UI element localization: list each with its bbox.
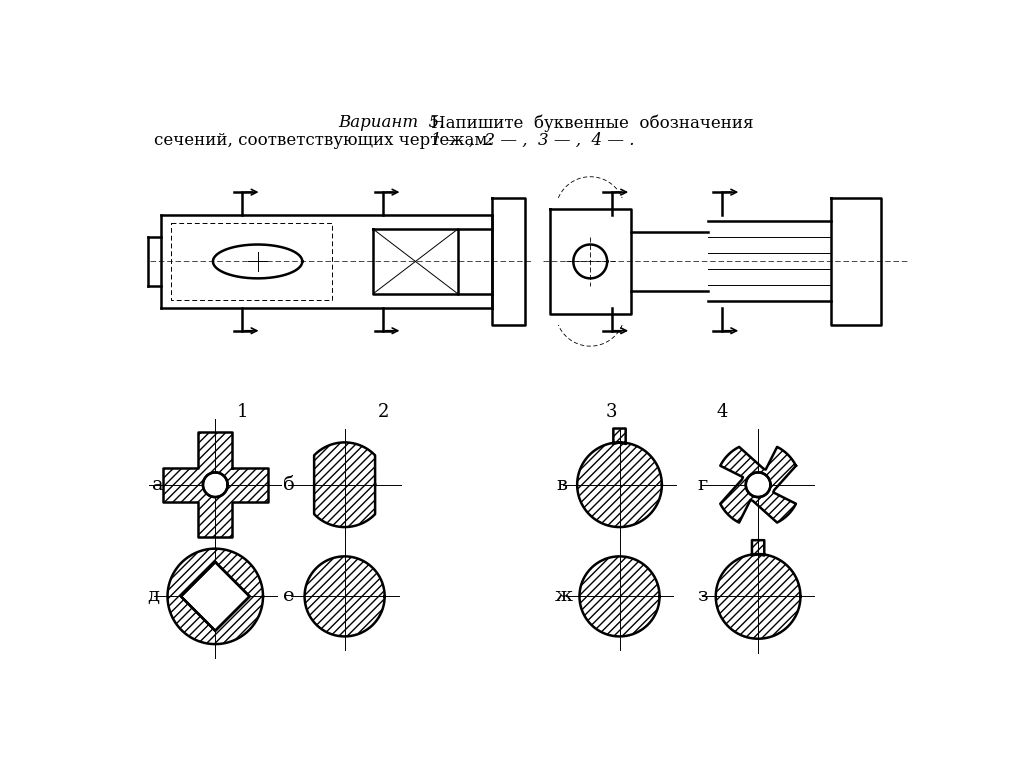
Text: е: е bbox=[284, 588, 295, 605]
Text: в: в bbox=[556, 476, 567, 494]
Text: Напишите  буквенные  обозначения: Напишите буквенные обозначения bbox=[431, 114, 754, 132]
Text: г: г bbox=[697, 476, 708, 494]
Text: а: а bbox=[152, 476, 163, 494]
Polygon shape bbox=[304, 556, 385, 637]
Polygon shape bbox=[720, 447, 796, 522]
Text: 1: 1 bbox=[237, 403, 248, 420]
Polygon shape bbox=[181, 562, 250, 630]
Polygon shape bbox=[580, 556, 659, 637]
Text: б: б bbox=[284, 476, 295, 494]
Text: 2: 2 bbox=[378, 403, 389, 420]
Polygon shape bbox=[314, 443, 375, 527]
Polygon shape bbox=[168, 548, 263, 644]
Polygon shape bbox=[578, 429, 662, 527]
Polygon shape bbox=[203, 472, 227, 497]
Text: 4: 4 bbox=[716, 403, 728, 420]
Polygon shape bbox=[716, 540, 801, 639]
Polygon shape bbox=[745, 472, 770, 497]
Text: Вариант  5.: Вариант 5. bbox=[339, 114, 445, 131]
Text: ж: ж bbox=[555, 588, 573, 605]
Text: 3: 3 bbox=[606, 403, 617, 420]
Text: сечений, соответствующих чертежам:: сечений, соответствующих чертежам: bbox=[154, 132, 493, 149]
Polygon shape bbox=[163, 433, 267, 537]
Text: 1 — ,  2 — ,  3 — ,  4 — .: 1 — , 2 — , 3 — , 4 — . bbox=[431, 132, 634, 149]
Text: з: з bbox=[697, 588, 708, 605]
Text: д: д bbox=[147, 588, 160, 605]
